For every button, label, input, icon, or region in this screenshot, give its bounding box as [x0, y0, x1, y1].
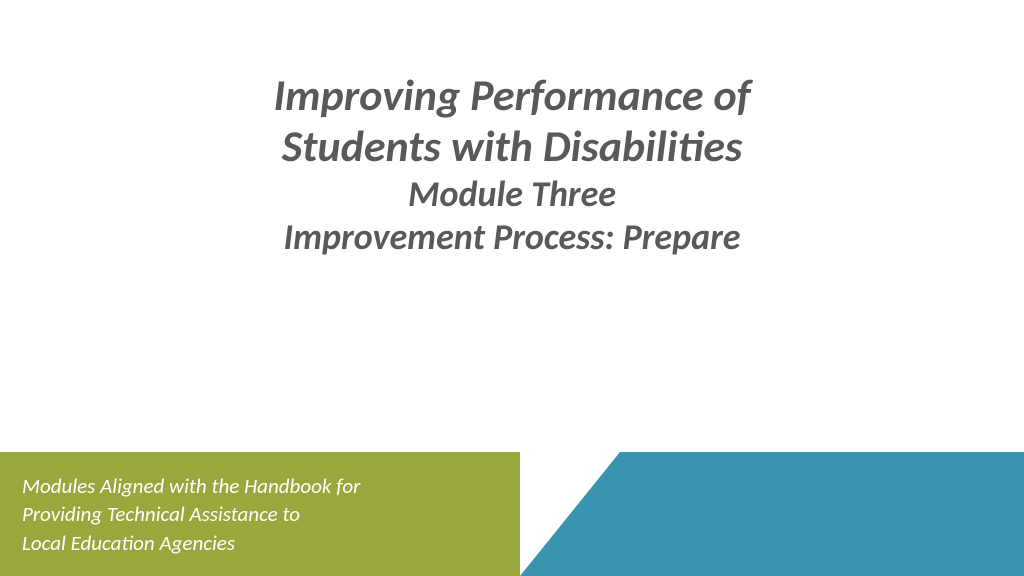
footer-line-1: Modules Aligned with the Handbook for: [22, 472, 496, 500]
title-line-3: Module Three: [0, 173, 1024, 216]
footer-line-3: Local Education Agencies: [22, 529, 496, 557]
footer-bar: Modules Aligned with the Handbook for Pr…: [0, 452, 1024, 576]
title-line-2: Students with Disabilities: [0, 121, 1024, 172]
footer-line-2: Providing Technical Assistance to: [22, 500, 496, 528]
title-line-4: Improvement Process: Prepare: [0, 216, 1024, 259]
footer-triangle: [520, 452, 620, 576]
footer-teal-block: [620, 452, 1024, 576]
title-line-1: Improving Performance of: [0, 70, 1024, 121]
footer-green-block: Modules Aligned with the Handbook for Pr…: [0, 452, 520, 576]
title-block: Improving Performance of Students with D…: [0, 70, 1024, 260]
